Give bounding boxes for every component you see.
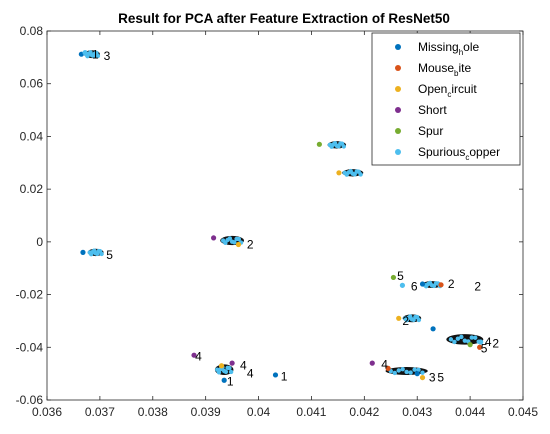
cluster-point: [452, 340, 456, 344]
x-tick-label: 0.037: [85, 405, 115, 419]
scatter-point-5: [80, 250, 85, 255]
scatter-point-22: [370, 361, 375, 366]
legend-label-tail: opper: [469, 145, 500, 159]
legend-label-tail: ircuit: [451, 82, 477, 96]
legend-marker: [395, 128, 401, 134]
legend-marker: [395, 44, 401, 50]
x-tick-label: 0.039: [191, 405, 221, 419]
cluster-point: [417, 318, 421, 322]
legend-label-tail: ite: [458, 61, 471, 75]
legend-label: Short: [418, 103, 447, 117]
cluster-point: [404, 370, 408, 374]
legend-label-main: Spur: [418, 124, 443, 138]
legend-marker: [395, 65, 401, 71]
x-tick-label: 0.04: [247, 405, 271, 419]
legend-label-main: Missing: [418, 40, 459, 54]
point-label-3: 5: [106, 248, 113, 262]
cluster-point: [420, 371, 424, 375]
x-tick-label: 0.038: [138, 405, 168, 419]
chart-title: Result for PCA after Feature Extraction …: [118, 11, 450, 26]
cluster-point: [224, 370, 228, 374]
scatter-point-12: [396, 316, 401, 321]
scatter-point-8: [391, 275, 396, 280]
point-label-5: 5: [397, 269, 404, 283]
point-label-7: 2: [448, 277, 455, 291]
cluster-point: [397, 368, 401, 372]
legend-marker: [395, 86, 401, 92]
cluster-8: [446, 334, 483, 345]
point-label-19: 3: [429, 371, 436, 385]
y-tick-label: -0.02: [16, 288, 44, 302]
cluster-point: [342, 144, 346, 148]
legend-label-main: Mouse: [418, 61, 454, 75]
cluster-point: [449, 337, 453, 341]
cluster-point: [99, 252, 103, 256]
scatter-point-14: [468, 342, 473, 347]
point-label-4: 2: [247, 237, 254, 251]
x-tick-label: 0.042: [349, 405, 379, 419]
x-tick-label: 0.044: [455, 405, 485, 419]
scatter-point-3: [317, 142, 322, 147]
scatter-point-21: [273, 372, 278, 377]
point-label-11: 2: [492, 336, 499, 350]
cluster-point: [393, 371, 397, 375]
legend-label-tail: ole: [463, 40, 479, 54]
legend-label-main: Short: [418, 103, 447, 117]
legend-label-main: Spurious: [418, 145, 465, 159]
point-label-18: 4: [381, 357, 388, 371]
y-tick-label: 0.06: [20, 77, 44, 91]
y-tick-label: -0.04: [16, 340, 44, 354]
y-tick-label: 0: [36, 235, 43, 249]
legend-marker: [395, 107, 401, 113]
legend-label-main: Open: [418, 82, 447, 96]
scatter-point-2: [82, 50, 87, 55]
legend-label: Spur: [418, 124, 443, 138]
point-label-13: 4: [195, 350, 202, 364]
scatter-point-7: [236, 242, 241, 247]
cluster-point: [412, 367, 416, 371]
point-label-9: 2: [402, 314, 409, 328]
y-tick-label: 0.08: [20, 24, 44, 38]
scatter-point-6: [211, 235, 216, 240]
x-tick-label: 0.041: [296, 405, 326, 419]
point-label-6: 6: [411, 280, 418, 294]
y-tick-label: 0.02: [20, 182, 44, 196]
point-label-20: 5: [437, 371, 444, 385]
point-label-2: 3: [104, 49, 111, 63]
legend-marker: [395, 149, 401, 155]
cluster-point: [400, 367, 404, 371]
scatter-point-11: [438, 282, 443, 287]
cluster-point: [227, 366, 231, 370]
point-label-8: 2: [474, 280, 481, 294]
point-label-17: 1: [281, 369, 288, 383]
cluster-point: [229, 370, 233, 374]
x-tick-label: 0.045: [508, 405, 538, 419]
point-label-16: 1: [227, 375, 234, 389]
y-tick-label: -0.06: [16, 393, 44, 407]
cluster-point: [473, 336, 477, 340]
point-label-12: 5: [481, 342, 488, 356]
scatter-point-4: [336, 170, 341, 175]
point-label-15: 4: [247, 367, 254, 381]
y-tick-label: 0.04: [20, 129, 44, 143]
scatter-point-19: [230, 361, 235, 366]
cluster-point: [408, 370, 412, 374]
x-tick-label: 0.036: [32, 405, 62, 419]
scatter-point-25: [420, 375, 425, 380]
x-tick-label: 0.043: [402, 405, 432, 419]
scatter-point-10: [420, 281, 425, 286]
point-label-1: 1: [92, 48, 99, 62]
scatter-point-24: [415, 371, 420, 376]
cluster-point: [358, 172, 362, 176]
scatter-point-13: [430, 326, 435, 331]
scatter-point-18: [219, 363, 224, 368]
scatter-point-9: [400, 283, 405, 288]
legend: MissingholeMousebiteOpencircuitShortSpur…: [372, 33, 520, 165]
cluster-9: [215, 364, 234, 375]
cluster-point: [459, 335, 463, 339]
